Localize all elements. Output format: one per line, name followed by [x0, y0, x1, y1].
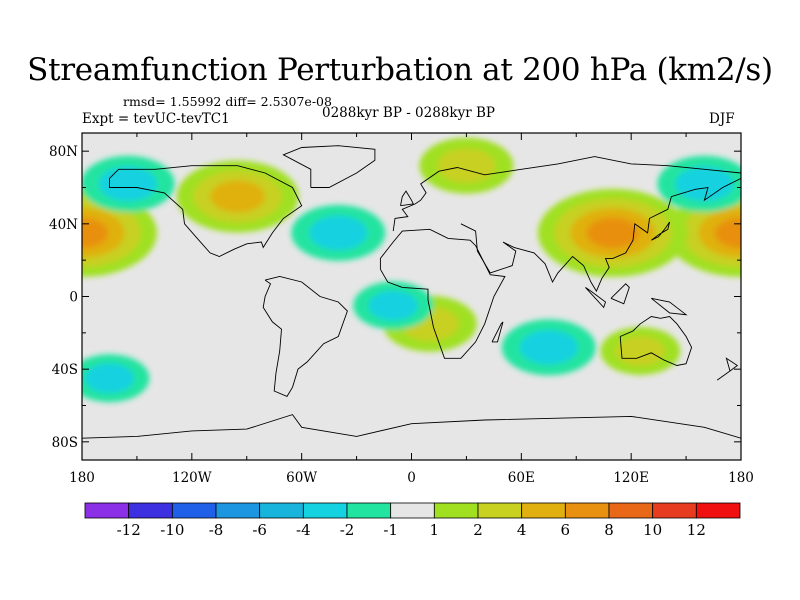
x-tick-label: 180	[728, 470, 754, 486]
coastline	[651, 297, 688, 316]
y-tick-label: 80S	[52, 435, 78, 451]
colorbar-swatch	[302, 502, 348, 519]
colorbar-swatch	[433, 502, 479, 519]
colorbar-swatch	[215, 502, 261, 519]
colorbar-legend: -12 -10 -8 -6 -4 -2 -1 1 2 4 6 8 10 12	[84, 502, 741, 539]
contour-feature	[82, 155, 175, 212]
coastline	[379, 228, 506, 359]
x-tick-label: 0	[407, 470, 416, 486]
coastline	[619, 316, 693, 366]
contour-feature	[82, 354, 150, 403]
colorbar-swatch	[390, 502, 435, 519]
colorbar-swatch	[259, 502, 304, 519]
colorbar-label: -2	[340, 521, 355, 539]
x-tick-label: 120W	[172, 470, 212, 486]
coastline	[716, 357, 739, 381]
coastline-layer	[82, 145, 741, 439]
colorbar-label: 1	[430, 521, 440, 539]
colorbar-swatch	[521, 502, 566, 519]
axis-layer: 180 120W 60W 0 60E 120E 180 80N 40N 0 40S 80S	[49, 133, 754, 486]
coastline	[460, 177, 741, 293]
colorbar-swatch	[564, 502, 610, 519]
colorbar-label: 12	[687, 521, 706, 539]
y-tick-label: 0	[69, 290, 78, 306]
colorbar-label: -4	[296, 521, 311, 539]
period-label: 0288kyr BP - 0288kyr BP	[322, 105, 495, 121]
contour-feature	[501, 319, 596, 376]
coastline	[400, 190, 414, 207]
contour-feature	[537, 188, 688, 277]
contour-feature	[419, 137, 514, 194]
colorbar-label: 8	[604, 521, 614, 539]
contour-feature	[176, 160, 299, 233]
colorbar-label: 10	[643, 521, 662, 539]
coastline	[651, 221, 671, 241]
coastline	[82, 414, 741, 439]
colorbar-swatch	[171, 502, 217, 519]
colorbar-swatch	[128, 502, 173, 519]
coastline	[610, 283, 630, 305]
x-tick-label: 180	[69, 470, 95, 486]
coastline	[585, 287, 607, 309]
chart-title: Streamfunction Perturbation at 200 hPa (…	[27, 52, 773, 88]
map-plot-area	[82, 133, 741, 460]
stats-label: rmsd= 1.55992 diff= 2.5307e-08	[123, 94, 332, 109]
colorbar-label: -6	[252, 521, 267, 539]
x-tick-label: 60W	[286, 470, 317, 486]
coastline	[109, 165, 303, 257]
coastline	[282, 145, 376, 188]
colorbar-label: -12	[117, 521, 141, 539]
colorbar-label: 6	[561, 521, 571, 539]
contour-feature	[666, 188, 741, 277]
colorbar-swatch	[346, 502, 392, 519]
coastline	[262, 276, 348, 397]
x-tick-label: 60E	[508, 470, 535, 486]
colorbar-label: 2	[473, 521, 483, 539]
y-tick-label: 40S	[52, 362, 78, 378]
colorbar-swatch	[652, 502, 697, 519]
season-label: DJF	[709, 111, 735, 127]
coastline	[392, 156, 741, 232]
colorbar-label: -8	[209, 521, 224, 539]
contour-feature	[353, 281, 434, 330]
colorbar-label: -10	[160, 521, 184, 539]
contour-feature	[291, 204, 386, 261]
colorbar-swatch	[84, 502, 130, 519]
colorbar-label: -1	[383, 521, 398, 539]
y-tick-label: 40N	[49, 217, 78, 233]
experiment-label: Expt = tevUC-tevTC1	[82, 111, 230, 127]
x-tick-label: 120E	[613, 470, 649, 486]
colorbar-swatch	[608, 502, 654, 519]
colorbar-swatch	[695, 502, 741, 519]
contour-feature	[600, 327, 681, 375]
coastline	[491, 321, 504, 343]
contour-feature	[657, 155, 741, 212]
y-tick-label: 80N	[49, 144, 78, 160]
colorbar-label: 4	[517, 521, 527, 539]
colorbar-swatch	[477, 502, 523, 519]
